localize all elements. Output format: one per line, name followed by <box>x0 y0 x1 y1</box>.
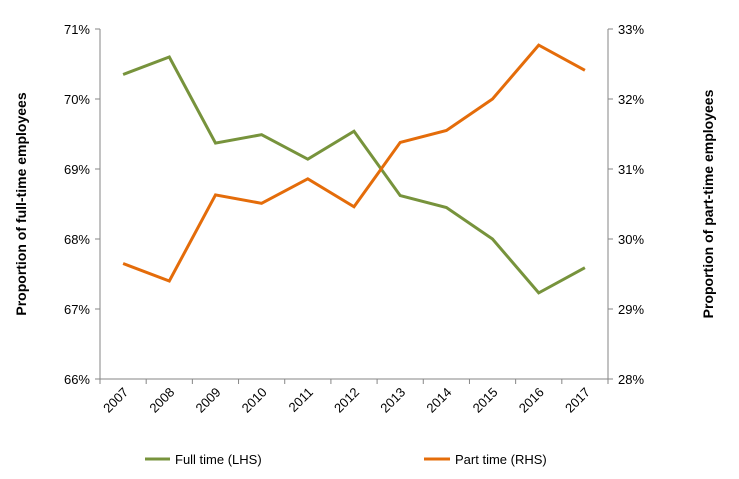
legend: Full time (LHS) Part time (RHS) <box>145 452 547 467</box>
x-axis-tick-label: 2016 <box>516 385 547 416</box>
x-axis-tick-label: 2014 <box>423 385 454 416</box>
x-axis-tick-label: 2013 <box>377 385 408 416</box>
x-axis-tick-label: 2010 <box>239 385 270 416</box>
x-axis-tick-label: 2015 <box>470 385 501 416</box>
legend-label-full-time: Full time (LHS) <box>175 452 262 467</box>
left-axis-tick-label: 69% <box>64 162 90 177</box>
right-axis-title: Proportion of part-time employees <box>700 89 716 318</box>
left-axis-tick-label: 67% <box>64 302 90 317</box>
left-axis-tick-label: 66% <box>64 372 90 387</box>
part-time-series-line <box>122 43 586 283</box>
full-time-series-line <box>122 55 586 295</box>
right-axis-tick-label: 31% <box>618 162 644 177</box>
right-axis-tick-label: 29% <box>618 302 644 317</box>
x-axis-tick-label: 2007 <box>100 385 131 416</box>
x-axis-tick-label: 2011 <box>286 385 316 415</box>
x-axis-tick-label: 2017 <box>562 385 593 416</box>
tick-labels: 66% 67% 68% 69% 70% 71% 28% 29% 30% 31% 32% 33% 2007… <box>64 22 644 416</box>
legend-label-part-time: Part time (RHS) <box>455 452 547 467</box>
right-axis-tick-label: 30% <box>618 232 644 247</box>
right-axis-tick-label: 32% <box>618 92 644 107</box>
x-axis-tick-label: 2008 <box>146 385 177 416</box>
right-axis-tick-label: 33% <box>618 22 644 37</box>
left-axis-tick-label: 71% <box>64 22 90 37</box>
left-axis-title: Proportion of full-time employees <box>13 92 29 315</box>
x-axis-tick-label: 2009 <box>193 385 224 416</box>
right-axis-tick-label: 28% <box>618 372 644 387</box>
series-lines <box>122 43 586 295</box>
left-axis-tick-label: 70% <box>64 92 90 107</box>
axes <box>95 28 613 384</box>
x-axis-tick-label: 2012 <box>331 385 362 416</box>
left-axis-tick-label: 68% <box>64 232 90 247</box>
